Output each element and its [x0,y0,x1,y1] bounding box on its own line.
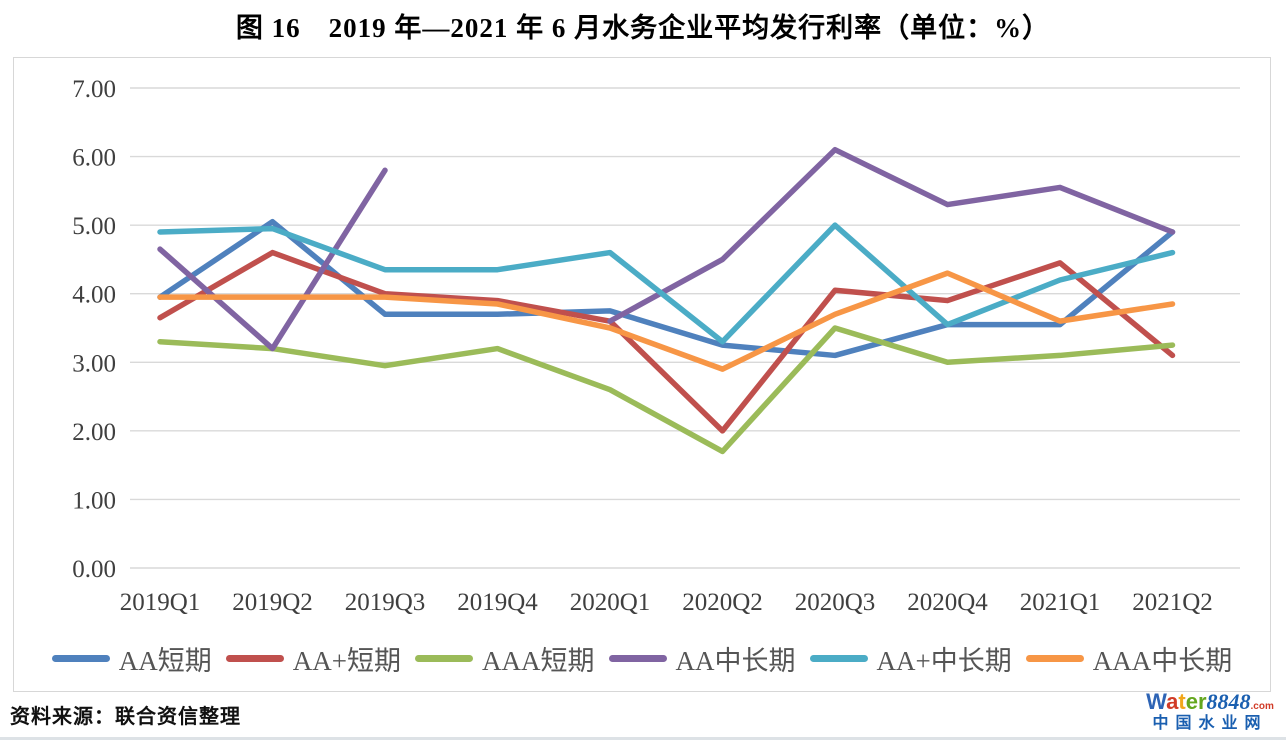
legend-item: AA+短期 [225,639,401,678]
x-axis-tick-label: 2020Q2 [682,589,763,616]
legend-label: AAA中长期 [1092,646,1233,676]
x-axis-tick-label: 2021Q1 [1020,589,1101,616]
y-axis-tick-label: 3.00 [72,350,116,377]
logo-number-text: 8848 [1206,689,1251,714]
x-axis-tick-label: 2020Q1 [570,589,651,616]
x-axis-tick-label: 2020Q3 [795,589,876,616]
legend-label: AAA短期 [482,646,595,676]
bottom-divider [0,737,1286,740]
series-line [157,325,1176,455]
x-axis-tick-label: 2019Q2 [232,589,313,616]
series-line [607,146,1176,324]
legend-swatch [1025,655,1084,662]
chart-area: 0.00 1.00 2.00 3.00 4.00 5.00 6.00 7.00 2019Q1 20… [13,57,1271,692]
y-axis-tick-label: 5.00 [72,213,116,240]
y-axis-tick-label: 6.00 [72,145,116,172]
legend-swatch [225,655,284,662]
x-axis-tick-label: 2019Q3 [345,589,426,616]
logo-letter: t [1178,689,1186,714]
legend-label: AA中长期 [675,646,796,676]
y-axis-tick-label: 1.00 [72,487,116,514]
logo-water-text: Water [1146,689,1206,714]
logo-letter: W [1146,689,1167,714]
logo-letter: a [1166,689,1179,714]
legend-item: AA+中长期 [809,639,1012,678]
legend-item: AAA短期 [415,639,595,678]
legend-swatch [608,655,667,662]
water8848-logo[interactable]: Water8848.com 中国水业网 [1140,690,1280,733]
series-line [157,222,1176,345]
source-note: 资料来源：联合资信整理 [10,706,241,728]
legend-swatch [51,655,110,662]
legend-item: AAA中长期 [1025,639,1233,678]
legend-swatch [415,655,473,662]
logo-chinese-text: 中国水业网 [1152,714,1268,732]
y-axis-tick-label: 7.00 [72,76,116,103]
x-axis-tick-label: 2020Q4 [907,589,988,616]
x-axis-tick-label: 2019Q4 [457,589,538,616]
series-line [157,167,388,352]
series-line [157,270,1176,372]
y-axis-tick-label: 4.00 [72,282,116,309]
legend-label: AA短期 [118,646,212,676]
legend-item: AA短期 [51,639,212,678]
logo-tld-text: .com [1250,701,1274,712]
logo-letter: e [1185,689,1198,714]
chart-legend: AA短期 AA+短期 AAA短期 AA中长期 AA+中长期 AAA中长期 [14,639,1270,678]
logo-letter: r [1197,689,1207,714]
legend-item: AA中长期 [608,639,796,678]
logo-brand-line: Water8848.com [1140,690,1280,714]
page-title: 图 16 2019 年—2021 年 6 月水务企业平均发行利率（单位：%） [235,13,1051,43]
x-axis-tick-label: 2021Q2 [1132,589,1213,616]
line-chart: 0.00 1.00 2.00 3.00 4.00 5.00 6.00 7.00 2019Q1 20… [72,76,1240,616]
series-line [157,218,1176,359]
x-axis-tick-label: 2019Q1 [120,589,201,616]
legend-label: AA+短期 [292,646,401,676]
series-line [157,249,1176,434]
legend-label: AA+中长期 [876,646,1012,676]
legend-swatch [809,655,868,662]
y-axis-tick-label: 0.00 [72,556,116,583]
y-axis-tick-label: 2.00 [72,419,116,446]
